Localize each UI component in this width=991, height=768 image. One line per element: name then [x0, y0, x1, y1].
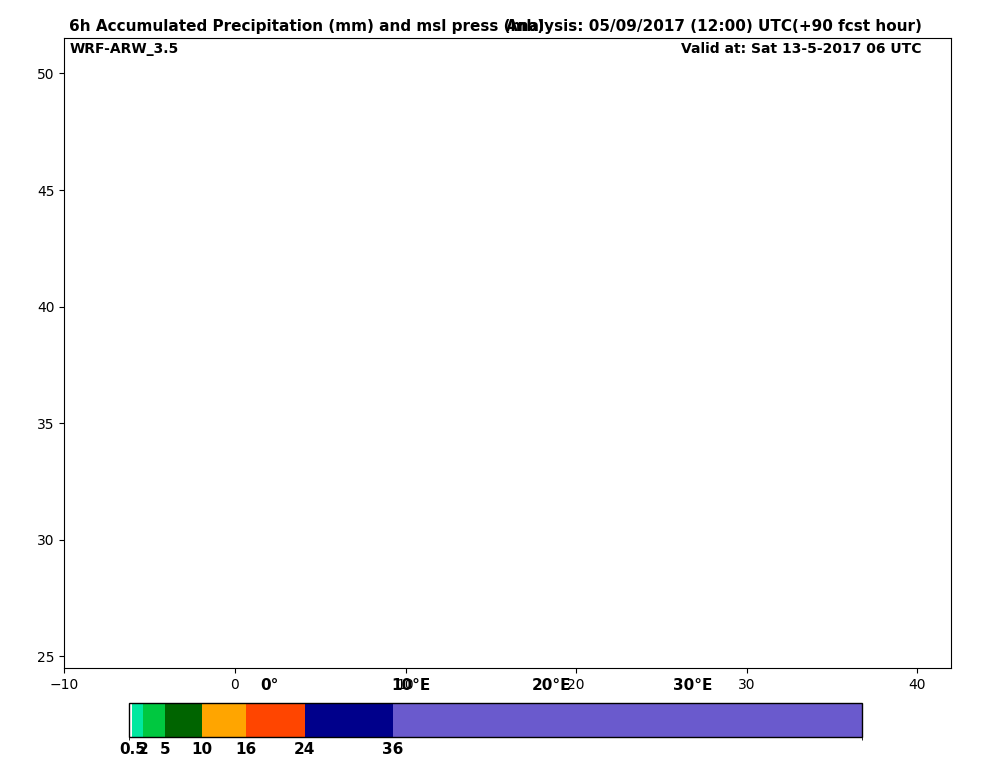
Text: 6h Accumulated Precipitation (mm) and msl press (mb): 6h Accumulated Precipitation (mm) and ms… [69, 19, 544, 35]
Text: Analysis: 05/09/2017 (12:00) UTC(+90 fcst hour): Analysis: 05/09/2017 (12:00) UTC(+90 fcs… [505, 19, 922, 35]
Text: 10°E: 10°E [391, 677, 430, 693]
Text: 30°E: 30°E [673, 677, 713, 693]
Text: 0°: 0° [261, 677, 279, 693]
Text: 20°E: 20°E [532, 677, 572, 693]
Text: Valid at: Sat 13-5-2017 06 UTC: Valid at: Sat 13-5-2017 06 UTC [681, 42, 922, 56]
Text: WRF-ARW_3.5: WRF-ARW_3.5 [69, 42, 178, 56]
